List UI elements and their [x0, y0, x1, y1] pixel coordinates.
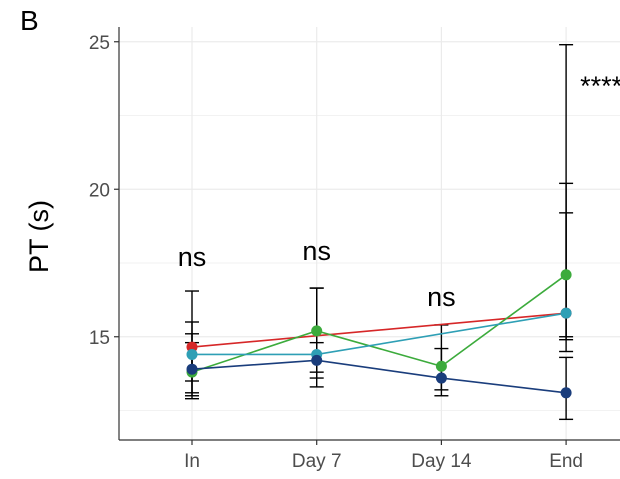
- data-point-series-1: [560, 269, 572, 281]
- data-point-series-3: [186, 363, 198, 375]
- significance-label: ns: [178, 242, 207, 272]
- data-point-series-2: [560, 307, 572, 319]
- significance-label: ****: [580, 71, 620, 101]
- series-line-1: [191, 274, 567, 373]
- y-axis-title: PT (s): [24, 200, 54, 273]
- data-point-series-3: [435, 372, 447, 384]
- data-point-series-3: [560, 387, 572, 399]
- x-tick-label: In: [184, 451, 200, 472]
- data-point-series-3: [311, 354, 323, 366]
- significance-label: ns: [302, 236, 331, 266]
- series-line-3: [191, 359, 567, 394]
- y-tick-label: 25: [89, 33, 110, 54]
- data-point-series-1: [311, 325, 323, 337]
- data-point-series-1: [435, 360, 447, 372]
- x-tick-label: End: [549, 451, 583, 472]
- panel-label: B: [20, 5, 39, 36]
- series-line-0: [191, 312, 567, 348]
- x-tick-label: Day 7: [292, 451, 342, 472]
- y-tick-label: 20: [89, 180, 110, 201]
- significance-label: ns: [427, 282, 456, 312]
- x-tick-label: Day 14: [411, 451, 472, 472]
- y-tick-label: 15: [89, 328, 110, 349]
- data-point-series-2: [186, 348, 198, 360]
